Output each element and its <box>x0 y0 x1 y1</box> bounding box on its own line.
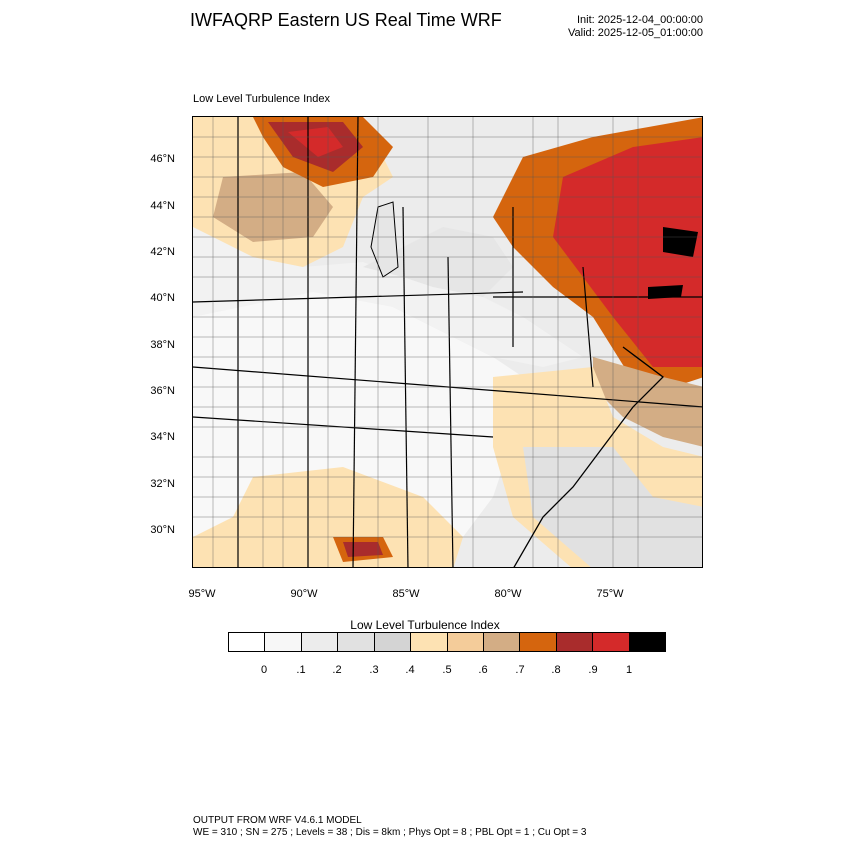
cape-cod-peak <box>663 227 698 257</box>
colorbar-label-7: .7 <box>515 664 525 676</box>
colorbar-box-4 <box>374 633 412 651</box>
colorbar <box>228 632 666 652</box>
lon-label-75: 75°W <box>596 588 624 600</box>
atlantic-coastline <box>513 346 664 567</box>
ohio-zone <box>363 227 513 297</box>
colorbar-label-2: .2 <box>332 664 342 676</box>
turbulence-map <box>193 117 702 567</box>
offshore-peak <box>648 285 683 299</box>
colorbar-label-3: .3 <box>369 664 379 676</box>
lon-label-85: 85°W <box>392 588 420 600</box>
colorbar-label-10: 1 <box>625 664 633 676</box>
colorbar-box-6 <box>447 633 484 651</box>
lat-label-30: 30°N <box>150 524 175 536</box>
colorbar-box-10 <box>593 633 630 651</box>
superior-peak <box>288 127 343 157</box>
northeast-very-high <box>553 137 702 367</box>
model-config-label: WE = 310 ; SN = 275 ; Levels = 38 ; Dis … <box>193 827 587 838</box>
lake-michigan <box>370 201 399 278</box>
lat-label-38: 38°N <box>150 339 175 351</box>
colorbar-label-8: .8 <box>551 664 561 676</box>
model-output-label: OUTPUT FROM WRF V4.6.1 MODEL <box>193 815 362 826</box>
lon-label-80: 80°W <box>494 588 522 600</box>
colorbar-box-2 <box>301 633 339 651</box>
colorbar-title: Low Level Turbulence Index <box>350 618 500 632</box>
colorbar-label-6: .6 <box>478 664 488 676</box>
atlantic-elevated <box>593 357 702 447</box>
lat-label-46: 46°N <box>150 153 175 165</box>
plot-field-label: Low Level Turbulence Index <box>193 93 330 105</box>
lat-label-42: 42°N <box>150 246 175 258</box>
colorbar-box-0 <box>229 633 266 651</box>
gulf-very-high <box>343 542 383 557</box>
colorbar-label-0: 0 <box>260 664 268 676</box>
colorbar-box-5 <box>411 633 448 651</box>
colorbar-box-1 <box>265 633 302 651</box>
colorbar-label-4: .4 <box>405 664 415 676</box>
lat-label-40: 40°N <box>150 292 175 304</box>
lat-label-32: 32°N <box>150 478 175 490</box>
init-time: Init: 2025-12-04_00:00:00 <box>577 14 703 26</box>
valid-time: Valid: 2025-12-05_01:00:00 <box>568 27 703 39</box>
colorbar-label-5: .5 <box>442 664 452 676</box>
county-grid <box>193 117 702 567</box>
lat-label-44: 44°N <box>150 200 175 212</box>
midwest-low-zone <box>193 227 583 367</box>
colorbar-box-8 <box>520 633 557 651</box>
colorbar-label-1: .1 <box>296 664 306 676</box>
colorbar-box-7 <box>483 633 521 651</box>
lon-label-95: 95°W <box>188 588 216 600</box>
wisconsin-elevated <box>213 172 333 242</box>
main-title: IWFAQRP Eastern US Real Time WRF <box>190 10 502 30</box>
colorbar-box-9 <box>556 633 594 651</box>
colorbar-box-11 <box>629 633 666 651</box>
map-panel <box>192 116 703 568</box>
colorbar-box-3 <box>338 633 375 651</box>
lat-label-36: 36°N <box>150 385 175 397</box>
colorbar-label-9: .9 <box>588 664 598 676</box>
lon-label-90: 90°W <box>290 588 318 600</box>
lat-label-34: 34°N <box>150 431 175 443</box>
